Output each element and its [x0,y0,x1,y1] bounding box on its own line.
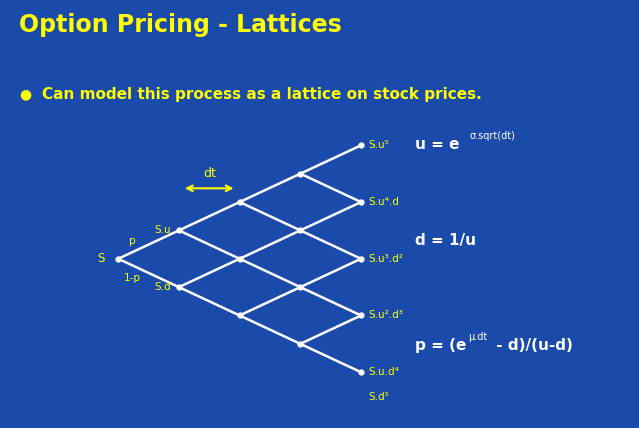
Text: ●: ● [19,87,31,101]
Text: S.u⁵: S.u⁵ [369,140,389,150]
Text: p = (e: p = (e [415,338,466,353]
Text: μ.dt: μ.dt [468,333,487,342]
Text: - d)/(u-d): - d)/(u-d) [491,338,573,353]
Text: d = 1/u: d = 1/u [415,233,476,248]
Text: Option Pricing - Lattices: Option Pricing - Lattices [19,13,342,37]
Text: Can model this process as a lattice on stock prices.: Can model this process as a lattice on s… [42,86,481,101]
Text: S.u².d³: S.u².d³ [369,310,404,321]
Text: S.u: S.u [155,226,171,235]
Text: S: S [96,252,104,265]
Text: S.d: S.d [155,282,171,292]
Text: dt: dt [203,167,216,180]
Text: σ.sqrt(dt): σ.sqrt(dt) [470,131,516,141]
Text: S.u⁴.d: S.u⁴.d [369,197,399,207]
Text: S.u³.d²: S.u³.d² [369,254,404,264]
Text: S.u.d⁴: S.u.d⁴ [369,367,399,377]
Text: S.d⁵: S.d⁵ [369,392,389,402]
Text: u = e: u = e [415,137,460,152]
Text: 1-p: 1-p [124,273,141,283]
Text: p: p [129,236,136,246]
